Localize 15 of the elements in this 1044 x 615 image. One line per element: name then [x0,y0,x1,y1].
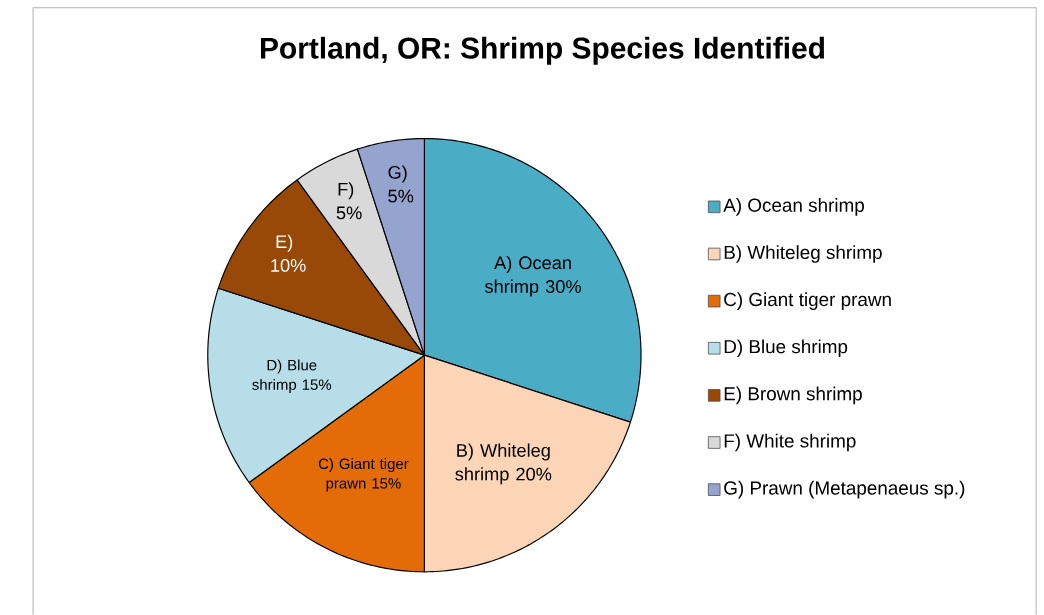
legend-label: C) Giant tiger prawn [724,292,891,311]
legend-label: B) Whiteleg shrimp [724,245,882,263]
data-label: F) 5% [336,182,362,220]
legend-label: F) White shrimp [724,433,856,452]
data-label: B) Whiteleg shrimp 20% [455,443,552,485]
data-label: C) Giant tiger prawn 15% [318,458,409,492]
data-label: D) Blue shrimp 15% [252,359,332,394]
legend-label: G) Prawn (Metapenaeus sp.) [724,480,965,499]
data-label: E) 10% [271,234,306,272]
data-label: A) Ocean shrimp 30% [484,256,581,297]
data-label: G) 5% [388,165,414,203]
legend-label: E) Brown shrimp [724,386,862,405]
legend-label: A) Ocean shrimp [723,198,864,216]
chart-title: Portland, OR: Shrimp Species Identified [260,36,824,65]
legend-label: D) Blue shrimp [724,339,848,358]
